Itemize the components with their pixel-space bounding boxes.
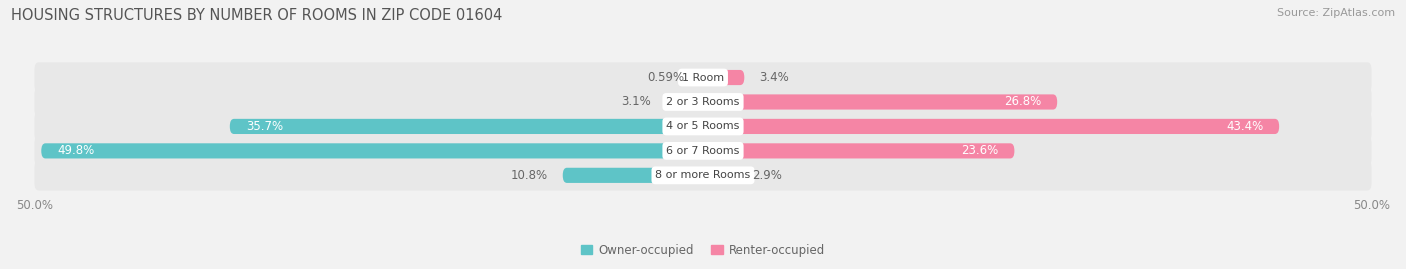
FancyBboxPatch shape <box>665 94 703 109</box>
Text: 23.6%: 23.6% <box>962 144 998 157</box>
Text: 8 or more Rooms: 8 or more Rooms <box>655 170 751 180</box>
FancyBboxPatch shape <box>703 119 1279 134</box>
Text: 35.7%: 35.7% <box>246 120 283 133</box>
Text: 2 or 3 Rooms: 2 or 3 Rooms <box>666 97 740 107</box>
FancyBboxPatch shape <box>562 168 703 183</box>
FancyBboxPatch shape <box>35 62 1371 93</box>
FancyBboxPatch shape <box>703 143 1014 158</box>
FancyBboxPatch shape <box>35 87 1371 117</box>
Text: 2.9%: 2.9% <box>752 169 782 182</box>
Text: 49.8%: 49.8% <box>58 144 94 157</box>
Text: 26.8%: 26.8% <box>1004 95 1042 108</box>
FancyBboxPatch shape <box>229 119 703 134</box>
FancyBboxPatch shape <box>35 136 1371 166</box>
FancyBboxPatch shape <box>699 70 703 85</box>
Text: HOUSING STRUCTURES BY NUMBER OF ROOMS IN ZIP CODE 01604: HOUSING STRUCTURES BY NUMBER OF ROOMS IN… <box>11 8 502 23</box>
Text: 6 or 7 Rooms: 6 or 7 Rooms <box>666 146 740 156</box>
Text: 43.4%: 43.4% <box>1226 120 1263 133</box>
Text: Source: ZipAtlas.com: Source: ZipAtlas.com <box>1277 8 1395 18</box>
FancyBboxPatch shape <box>35 160 1371 190</box>
Text: 1 Room: 1 Room <box>682 73 724 83</box>
Text: 3.4%: 3.4% <box>759 71 789 84</box>
FancyBboxPatch shape <box>703 70 744 85</box>
FancyBboxPatch shape <box>41 143 703 158</box>
Legend: Owner-occupied, Renter-occupied: Owner-occupied, Renter-occupied <box>576 239 830 262</box>
Text: 10.8%: 10.8% <box>510 169 548 182</box>
FancyBboxPatch shape <box>703 168 738 183</box>
Text: 0.59%: 0.59% <box>647 71 685 84</box>
Text: 4 or 5 Rooms: 4 or 5 Rooms <box>666 121 740 132</box>
Text: 3.1%: 3.1% <box>621 95 651 108</box>
FancyBboxPatch shape <box>703 94 1057 109</box>
FancyBboxPatch shape <box>35 111 1371 141</box>
